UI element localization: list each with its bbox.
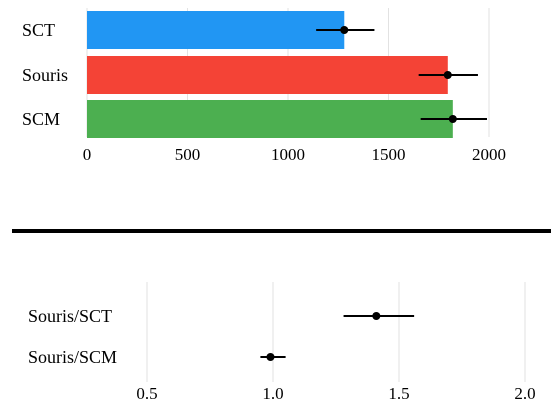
category-label: SCM <box>22 109 60 129</box>
bar <box>87 11 345 49</box>
category-label: SCT <box>22 20 55 40</box>
x-tick-label: 1.0 <box>262 384 283 403</box>
bar <box>87 56 448 94</box>
data-point <box>266 353 275 361</box>
x-tick-label: 2.0 <box>514 384 535 403</box>
data-point <box>448 115 457 123</box>
x-tick-label: 2000 <box>472 145 506 164</box>
bar <box>87 100 453 138</box>
x-tick-label: 1.5 <box>388 384 409 403</box>
bar-chart: 0 500 1000 1500 2000 SCT Souris SCM <box>22 8 506 164</box>
category-label: Souris <box>22 65 68 85</box>
data-point <box>340 26 349 34</box>
x-tick-label: 500 <box>175 145 201 164</box>
x-tick-label: 0 <box>83 145 92 164</box>
category-label: Souris/SCT <box>28 306 112 326</box>
data-point <box>372 312 381 320</box>
data-point <box>443 71 452 79</box>
x-tick-label: 0.5 <box>136 384 157 403</box>
ratio-chart: 0.5 1.0 1.5 2.0 Souris/SCT Souris/SCM <box>28 282 536 403</box>
x-tick-label: 1500 <box>372 145 406 164</box>
category-label: Souris/SCM <box>28 347 117 367</box>
x-tick-label: 1000 <box>271 145 305 164</box>
